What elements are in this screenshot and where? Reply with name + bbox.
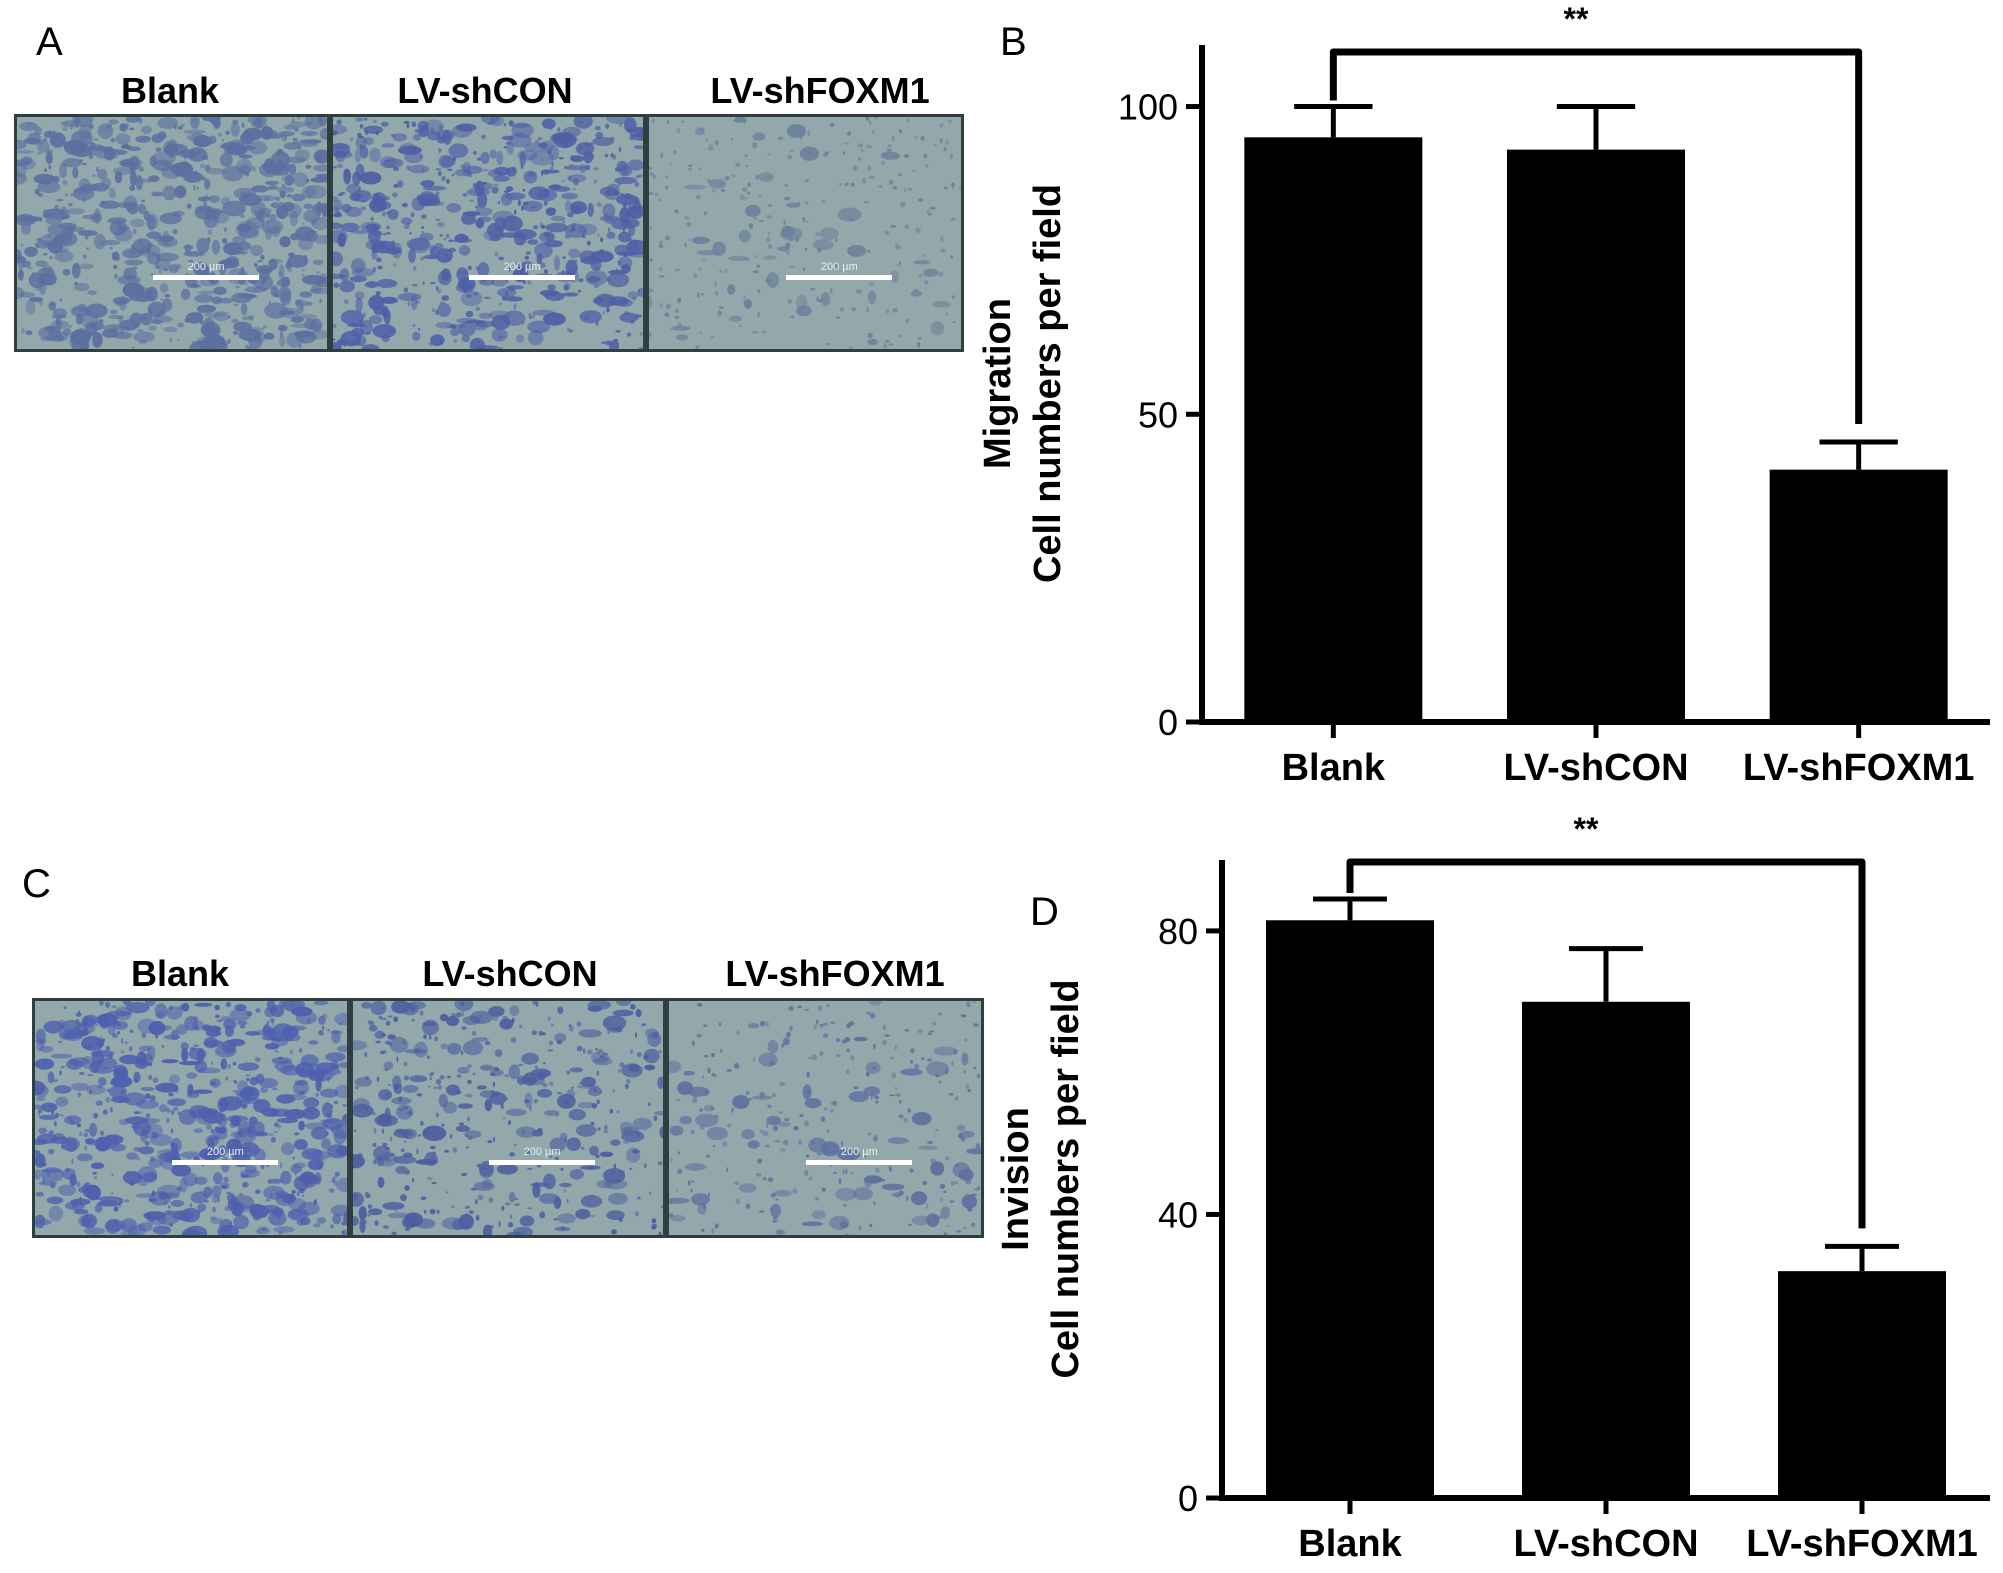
image-label-c-3: LV-shFOXM1	[725, 953, 945, 994]
bar-blank	[1266, 920, 1434, 1498]
significance-label: **	[1564, 1, 1589, 37]
scale-bar	[469, 274, 575, 280]
panel-label-b: B	[1000, 20, 1027, 64]
scale-bar	[172, 1160, 279, 1166]
significance-bracket	[1346, 858, 1866, 1229]
panel-label-d: D	[1030, 890, 1059, 934]
significance-label: **	[1574, 811, 1599, 847]
bar-lv-shcon	[1522, 1001, 1690, 1498]
y-axis-label-line1: Migration	[977, 298, 1019, 469]
scale-bar-label: 200 µm	[523, 1146, 561, 1159]
x-tick-label: LV-shFOXM1	[1743, 747, 1975, 789]
bar-lv-shcon	[1507, 149, 1685, 723]
micrograph-c-blank: 200 µm	[32, 998, 350, 1238]
y-axis-label-line2: Cell numbers per field	[1027, 184, 1069, 583]
scale-bar-label: 200 µm	[840, 1146, 878, 1159]
x-tick-label: LV-shFOXM1	[1746, 1523, 1978, 1565]
scale-bar	[153, 274, 259, 280]
scale-bar	[489, 1160, 595, 1166]
scale-bar	[806, 1160, 913, 1166]
image-label-c-2: LV-shCON	[422, 953, 598, 994]
panel-label-c: C	[22, 862, 51, 906]
micrograph-a-blank: 200 µm	[14, 114, 330, 352]
image-label-a-2: LV-shCON	[397, 70, 573, 111]
scale-bar-label: 200 µm	[187, 260, 225, 273]
scale-bar-label: 200 µm	[206, 1146, 244, 1159]
bar-lv-shfoxm1	[1769, 469, 1948, 722]
scale-bar-label: 200 µm	[820, 260, 858, 273]
y-axis-label-line2: Cell numbers per field	[1045, 979, 1087, 1378]
y-tick-label: 0	[1158, 702, 1178, 743]
image-label-a-1: Blank	[120, 70, 220, 111]
bar-lv-shfoxm1	[1778, 1271, 1946, 1498]
image-label-c-1: Blank	[130, 953, 230, 994]
scale-bar	[786, 274, 893, 280]
y-axis-label-line1: Invision	[995, 1107, 1037, 1251]
micrograph-a-lv-shcon: 200 µm	[330, 114, 646, 352]
micrograph-a-lv-shfoxm1: 200 µm	[646, 114, 964, 352]
y-tick-label: 0	[1178, 1478, 1198, 1519]
bar-blank	[1244, 137, 1423, 722]
x-tick-label: Blank	[1282, 747, 1386, 789]
y-tick-label: 50	[1138, 394, 1178, 435]
micrograph-c-lv-shcon: 200 µm	[350, 998, 666, 1238]
y-tick-label: 100	[1118, 87, 1178, 128]
x-tick-label: LV-shCON	[1513, 1523, 1698, 1565]
x-tick-label: Blank	[1298, 1523, 1402, 1565]
image-label-a-3: LV-shFOXM1	[710, 70, 930, 111]
significance-bracket	[1329, 48, 1863, 424]
panel-label-a: A	[36, 20, 63, 64]
scale-bar-label: 200 µm	[503, 260, 541, 273]
y-tick-label: 80	[1158, 911, 1198, 952]
y-tick-label: 40	[1158, 1194, 1198, 1235]
micrograph-c-lv-shfoxm1: 200 µm	[666, 998, 984, 1238]
x-tick-label: LV-shCON	[1503, 747, 1688, 789]
